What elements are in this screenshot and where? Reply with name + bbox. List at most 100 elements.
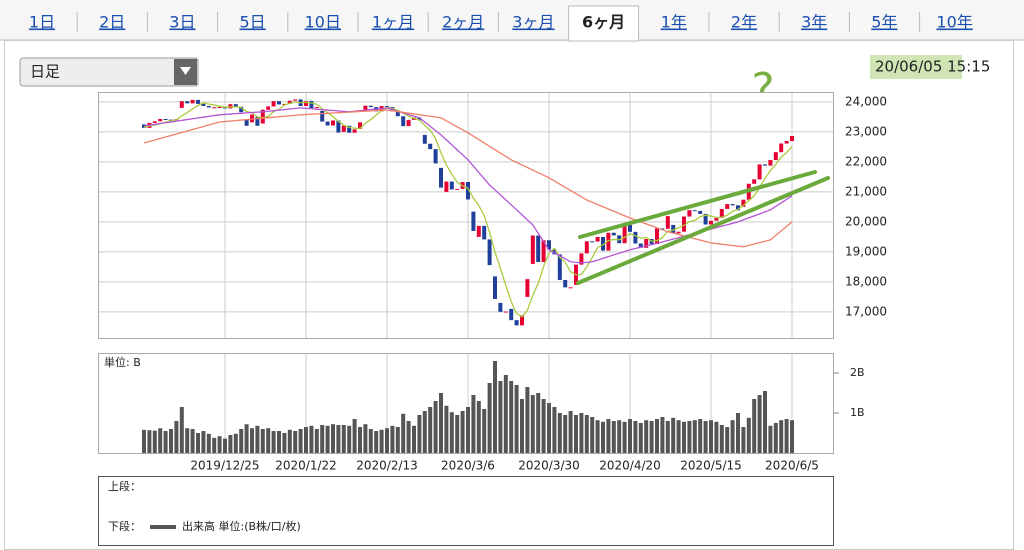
volume-bar: [433, 401, 438, 453]
volume-bar: [287, 429, 292, 453]
tab[interactable]: 2年: [731, 13, 757, 32]
tab[interactable]: 10年: [936, 13, 972, 32]
tab[interactable]: 6ヶ月: [582, 13, 625, 32]
volume-bar: [255, 425, 260, 453]
dropdown-box[interactable]: [19, 57, 199, 87]
tab[interactable]: 5年: [871, 13, 897, 32]
tab[interactable]: 3ヶ月: [512, 13, 554, 32]
candle: [304, 100, 308, 106]
volume-bar: [341, 425, 346, 453]
candle: [212, 107, 217, 109]
x-tick-label: 2020/3/6: [441, 459, 495, 473]
volume-bar: [633, 421, 638, 453]
candle: [190, 99, 195, 104]
volume-bar: [169, 429, 173, 453]
tabs: 1日 2日 3日 5日 10日 1ヶ月 2ヶ月 3ヶ月 6ヶ月 1年 2年 3年 5年 10年: [29, 5, 973, 42]
candle: [179, 101, 184, 108]
candle: [660, 228, 665, 230]
y-tick-label: 20,000: [845, 214, 887, 228]
candle: [520, 315, 524, 326]
candle: [784, 141, 789, 144]
tab[interactable]: 10日: [305, 13, 341, 32]
candle: [568, 287, 573, 289]
candle: [196, 99, 200, 104]
tab[interactable]: 3年: [801, 13, 827, 32]
tab[interactable]: 5日: [240, 13, 266, 32]
x-tick-label: 2020/5/15: [680, 459, 742, 473]
volume-bar: [563, 415, 568, 453]
volume-bar: [428, 407, 433, 453]
candle: [714, 217, 719, 221]
volume-bar: [439, 393, 443, 453]
candle: [368, 105, 373, 108]
candle: [514, 320, 519, 326]
candle: [287, 100, 292, 104]
tab[interactable]: 1年: [661, 13, 687, 32]
candle: [406, 119, 411, 127]
candle: [671, 224, 676, 234]
candle: [698, 210, 703, 214]
volume-bar: [466, 407, 470, 453]
volume-bar: [584, 415, 589, 453]
candle: [347, 125, 352, 133]
volume-bar: [714, 421, 719, 453]
candle: [385, 106, 389, 108]
highlight: [870, 55, 962, 79]
candle: [644, 239, 649, 248]
candle: [363, 105, 368, 111]
candle: [547, 240, 551, 250]
dropdown[interactable]: 日足: [19, 57, 199, 87]
x-tick-label: 2019/12/25: [190, 459, 259, 473]
candle: [201, 103, 206, 106]
volume-bar: [536, 393, 541, 453]
candle: [682, 216, 686, 232]
candle: [741, 199, 746, 207]
volume-bar: [763, 391, 767, 453]
legend-label: 上段：: [108, 479, 141, 493]
candle: [493, 276, 497, 299]
candle: [790, 136, 794, 142]
volume-bar: [709, 420, 713, 453]
selected-tab[interactable]: [568, 5, 640, 42]
volume-bar: [260, 429, 265, 453]
candle: [239, 106, 244, 113]
candle: [422, 134, 427, 144]
volume-bar: [347, 425, 352, 453]
volume-bar: [746, 417, 751, 453]
tab[interactable]: 1ヶ月: [372, 13, 414, 32]
volume-bar: [379, 429, 384, 453]
candle: [455, 188, 460, 190]
volume-bar: [719, 425, 724, 453]
tab[interactable]: 2ヶ月: [442, 13, 484, 32]
tab[interactable]: 2日: [99, 13, 125, 32]
volume-bar: [525, 387, 530, 453]
volume-bar: [142, 429, 146, 453]
candle: [266, 106, 271, 110]
volume-bar: [671, 417, 676, 453]
volume-bar: [304, 427, 308, 453]
volume-bar: [293, 431, 298, 453]
volume-bar: [644, 420, 649, 453]
candle: [536, 235, 541, 262]
volume-bar: [676, 420, 681, 453]
volume-bar: [266, 428, 271, 453]
volume-bar: [703, 421, 708, 453]
tab[interactable]: 1日: [29, 13, 55, 32]
volume-bar: [498, 381, 503, 453]
volume-bar: [374, 431, 379, 453]
candle: [655, 228, 659, 245]
candle: [466, 182, 470, 200]
tab-bar: [0, 0, 1024, 40]
candle: [633, 231, 638, 244]
x-tick-label: 2020/6/5: [765, 459, 819, 473]
tab[interactable]: 3日: [169, 13, 195, 32]
volume-bar: [601, 421, 605, 453]
volume-bar: [509, 381, 514, 453]
volume-bar: [557, 413, 562, 453]
plot: 17,000 18,000 19,000 20,000 21,000 22,000 23,0…: [99, 93, 887, 493]
candle: [358, 122, 362, 129]
candle: [736, 205, 740, 211]
volume-bar: [212, 437, 217, 453]
volume-bar: [741, 427, 746, 453]
volume-bar: [552, 407, 557, 453]
